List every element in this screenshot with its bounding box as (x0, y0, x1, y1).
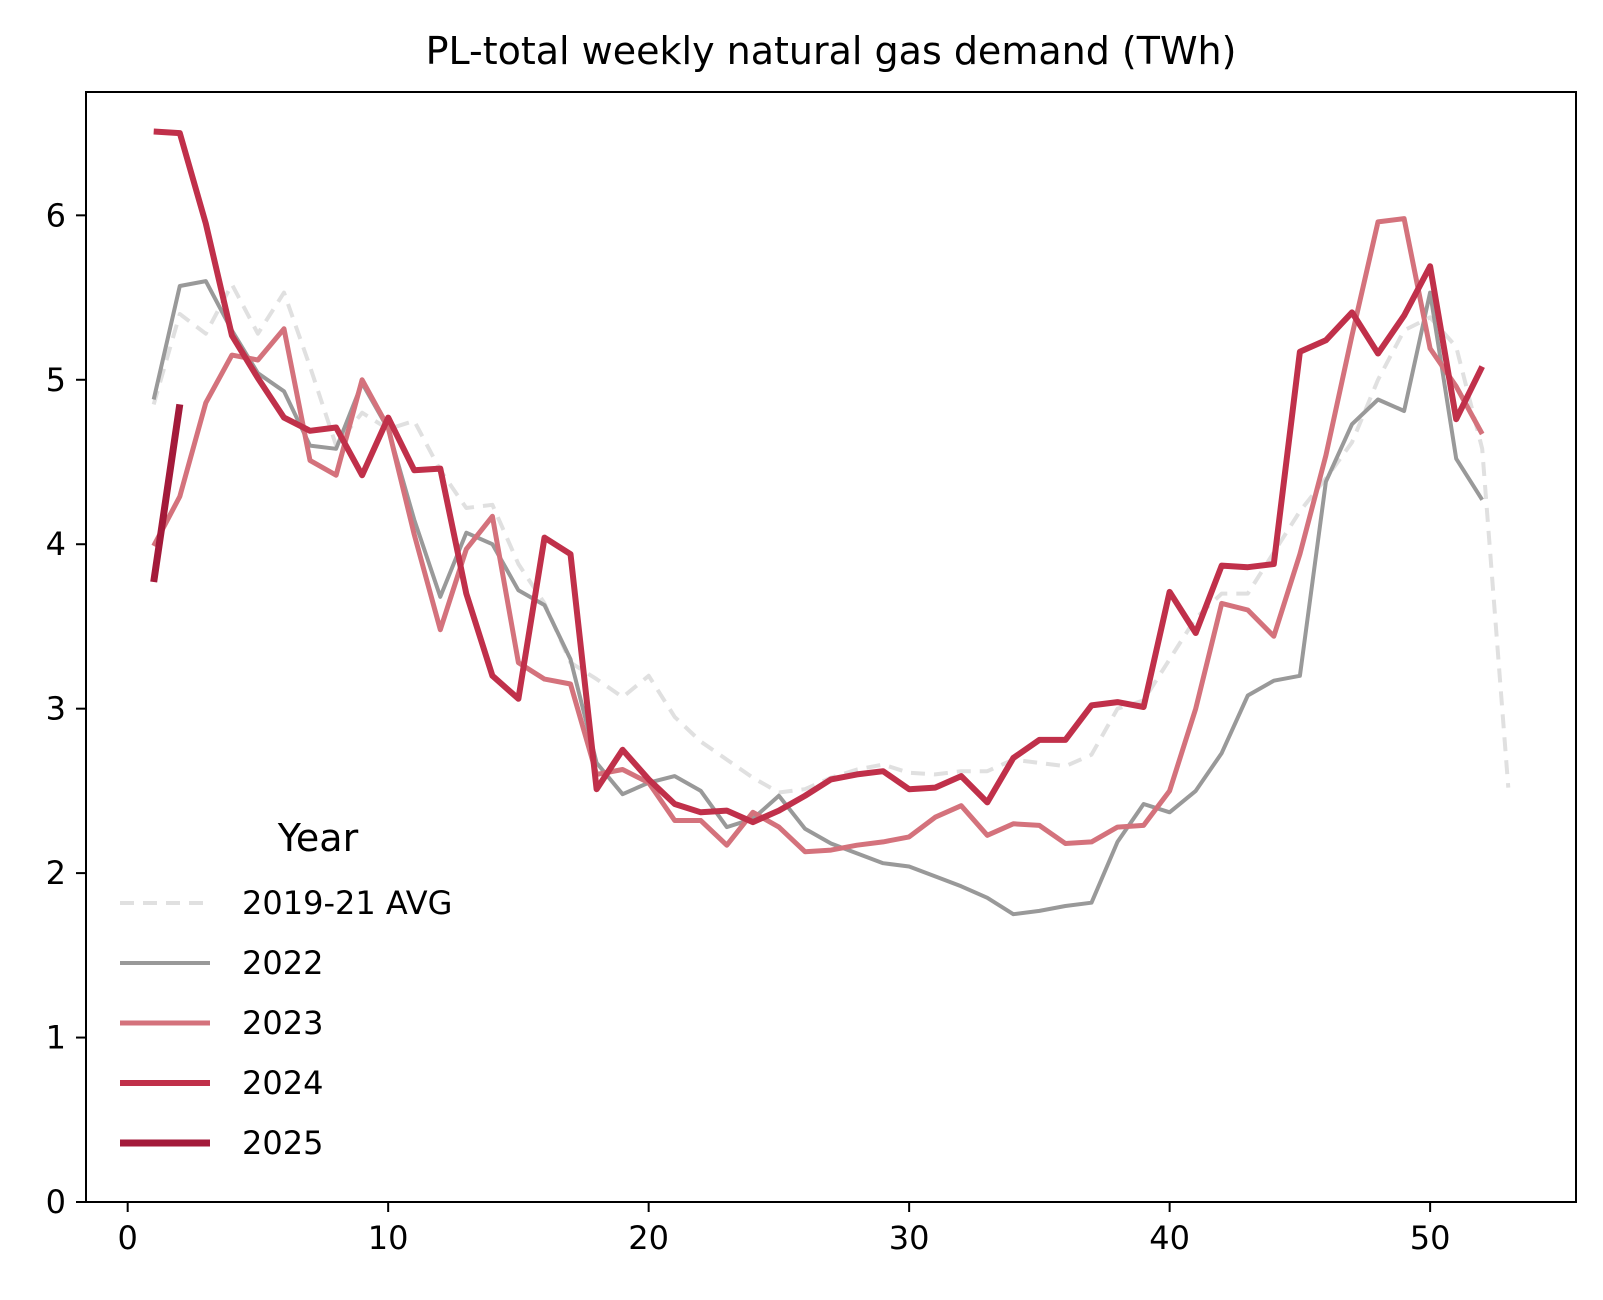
x-tick-label: 0 (117, 1219, 137, 1257)
x-tick-label: 40 (1149, 1219, 1190, 1257)
legend-label: 2023 (242, 1004, 323, 1042)
series-layer (150, 128, 1511, 917)
x-tick-label: 10 (368, 1219, 409, 1257)
y-tick-label: 2 (46, 854, 66, 892)
legend-label: 2022 (242, 944, 323, 982)
ticks-layer: 0 10 20 30 40 50 0 1 2 3 4 5 6 (46, 196, 1451, 1257)
plot-frame (85, 91, 1577, 1203)
legend-label: 2019-21 AVG (242, 884, 452, 922)
y-tick-label: 0 (46, 1183, 66, 1221)
y-tick-label: 5 (46, 361, 66, 399)
series-line-2025 (150, 403, 184, 583)
chart-title: PL-total weekly natural gas demand (TWh) (426, 29, 1237, 73)
series-line-2024 (153, 128, 1485, 826)
series-line-2023 (151, 216, 1485, 855)
y-tick-label: 1 (46, 1019, 66, 1057)
x-tick-label: 50 (1410, 1219, 1451, 1257)
legend: Year 2019-21 AVG 2022 2023 2024 2025 (120, 816, 452, 1162)
legend-label: 2024 (242, 1064, 323, 1102)
y-tick-label: 3 (46, 690, 66, 728)
x-tick-label: 20 (628, 1219, 669, 1257)
y-tick-label: 6 (46, 196, 66, 234)
legend-label: 2025 (242, 1124, 323, 1162)
legend-title: Year (277, 816, 359, 860)
y-tick-label: 4 (46, 525, 66, 563)
x-tick-label: 30 (889, 1219, 930, 1257)
